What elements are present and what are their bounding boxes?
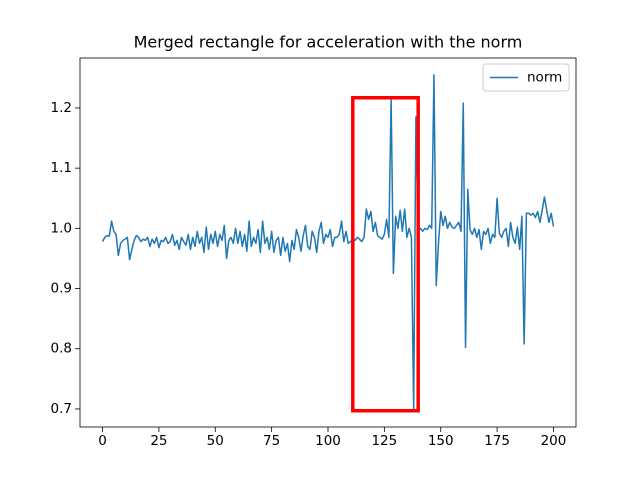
x-tick-label: 75 [263, 433, 280, 449]
x-tick-label: 0 [98, 433, 107, 449]
axes-frame [79, 57, 577, 428]
x-tick-label: 200 [541, 433, 567, 449]
y-tick-label: 0.8 [51, 341, 72, 357]
data-line [101, 74, 555, 411]
highlight-rectangle [351, 95, 420, 413]
x-tick-label: 100 [315, 433, 341, 449]
x-tick-label: 125 [371, 433, 397, 449]
y-tick-label: 0.7 [51, 401, 72, 417]
y-tick-label: 1.2 [51, 100, 72, 116]
y-tick-label: 1.0 [51, 220, 72, 236]
x-tick-label: 25 [150, 433, 167, 449]
legend-box [482, 63, 570, 92]
chart-title: Merged rectangle for acceleration with t… [134, 33, 523, 52]
x-tick-label: 50 [207, 433, 224, 449]
x-tick-label: 150 [428, 433, 454, 449]
y-tick-label: 0.9 [51, 281, 72, 297]
y-tick-label: 1.1 [51, 160, 72, 176]
legend-label: norm [527, 70, 562, 86]
x-tick-label: 175 [484, 433, 510, 449]
